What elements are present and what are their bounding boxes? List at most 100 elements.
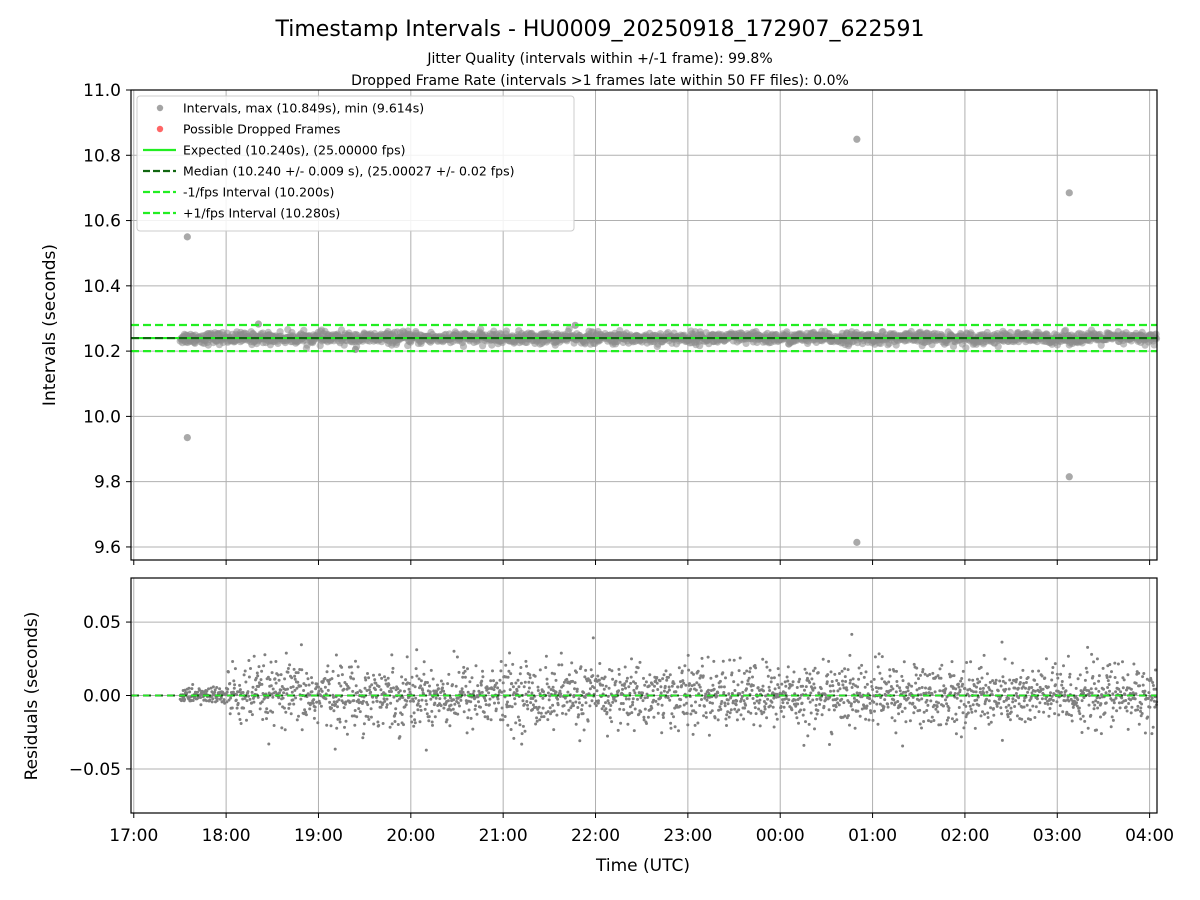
residual-point bbox=[627, 685, 631, 689]
residual-point bbox=[842, 701, 846, 705]
residual-point bbox=[574, 722, 578, 726]
residual-point bbox=[687, 668, 691, 672]
residual-point bbox=[794, 711, 798, 715]
residual-point bbox=[211, 697, 215, 701]
residual-point bbox=[979, 665, 983, 669]
residual-point bbox=[441, 686, 444, 690]
residual-point bbox=[694, 711, 698, 715]
residual-point bbox=[1142, 672, 1146, 675]
residual-point bbox=[828, 684, 832, 688]
residual-point bbox=[868, 701, 872, 705]
residual-point bbox=[848, 723, 851, 727]
residual-point bbox=[851, 708, 855, 712]
residual-point bbox=[234, 698, 238, 702]
residual-point bbox=[962, 726, 966, 730]
residual-point bbox=[729, 708, 733, 712]
residual-point bbox=[1010, 661, 1014, 665]
residual-point bbox=[1007, 697, 1011, 700]
residual-point bbox=[888, 674, 892, 678]
residual-point bbox=[670, 684, 674, 688]
residual-point bbox=[858, 714, 862, 718]
residual-point bbox=[513, 702, 517, 706]
residual-point bbox=[1053, 712, 1057, 716]
residual-point bbox=[976, 677, 979, 681]
residual-point bbox=[502, 689, 506, 693]
residual-point bbox=[1011, 697, 1015, 701]
residual-point bbox=[552, 728, 556, 732]
residual-point bbox=[546, 718, 550, 722]
residual-point bbox=[638, 660, 642, 664]
residual-point bbox=[857, 677, 861, 681]
residual-point bbox=[749, 711, 753, 715]
residual-point bbox=[623, 682, 627, 686]
residuals-y-tick-label: −0.05 bbox=[69, 760, 121, 780]
residual-point bbox=[727, 692, 731, 696]
residual-point bbox=[991, 679, 995, 683]
residual-point bbox=[945, 702, 949, 706]
interval-point bbox=[565, 325, 573, 333]
residual-point bbox=[475, 712, 479, 716]
residual-point bbox=[288, 702, 292, 706]
residual-point bbox=[816, 709, 820, 712]
residual-point bbox=[692, 683, 696, 687]
residual-point bbox=[655, 681, 659, 685]
residual-point bbox=[802, 743, 806, 747]
residual-point bbox=[946, 716, 950, 720]
residual-point bbox=[1004, 687, 1008, 691]
residual-point bbox=[1082, 691, 1085, 695]
residual-point bbox=[260, 700, 264, 704]
residual-point bbox=[1071, 705, 1075, 709]
residual-point bbox=[611, 677, 615, 681]
residual-point bbox=[498, 678, 502, 682]
residual-point bbox=[656, 688, 660, 691]
residual-point bbox=[1076, 698, 1080, 702]
residual-point bbox=[1059, 672, 1063, 676]
residual-point bbox=[806, 734, 810, 738]
residual-point bbox=[579, 665, 583, 669]
residual-point bbox=[272, 724, 276, 727]
residual-point bbox=[850, 632, 854, 636]
residual-point bbox=[1117, 687, 1121, 691]
residual-point bbox=[890, 701, 894, 705]
residual-point bbox=[526, 707, 530, 711]
residual-point bbox=[700, 664, 704, 668]
residual-point bbox=[631, 700, 635, 704]
residual-point bbox=[559, 692, 563, 696]
residual-point bbox=[517, 685, 521, 689]
residual-point bbox=[728, 711, 732, 715]
residual-point bbox=[796, 702, 800, 706]
residual-point bbox=[466, 690, 470, 694]
residual-point bbox=[330, 677, 334, 681]
residual-point bbox=[730, 671, 734, 675]
residual-point bbox=[1056, 676, 1060, 680]
residual-point bbox=[308, 707, 312, 711]
residual-point bbox=[832, 708, 836, 712]
residual-point bbox=[974, 690, 978, 694]
intervals-y-axis-label: Intervals (seconds) bbox=[40, 244, 60, 406]
residual-point bbox=[232, 686, 236, 690]
residual-point bbox=[318, 701, 322, 705]
residual-point bbox=[826, 673, 830, 677]
residual-point bbox=[437, 709, 441, 713]
residual-point bbox=[431, 677, 435, 681]
residual-point bbox=[1099, 732, 1103, 736]
residual-point bbox=[1110, 670, 1113, 674]
residual-point bbox=[1143, 689, 1147, 693]
residual-point bbox=[489, 718, 493, 722]
residual-point bbox=[269, 684, 273, 688]
chart-subtitle-jitter: Jitter Quality (intervals within +/-1 fr… bbox=[426, 51, 772, 67]
residual-point bbox=[742, 699, 746, 703]
residual-point bbox=[818, 702, 822, 706]
residual-point bbox=[958, 688, 962, 692]
residual-point bbox=[230, 706, 234, 710]
residual-point bbox=[238, 688, 242, 692]
residual-point bbox=[1031, 669, 1035, 673]
residual-point bbox=[928, 687, 932, 691]
residual-point bbox=[709, 676, 713, 680]
residual-point bbox=[1037, 710, 1041, 714]
residual-point bbox=[492, 688, 496, 692]
residual-point bbox=[735, 718, 739, 722]
residual-point bbox=[809, 711, 813, 715]
residual-point bbox=[471, 727, 475, 731]
residual-point bbox=[271, 695, 275, 699]
